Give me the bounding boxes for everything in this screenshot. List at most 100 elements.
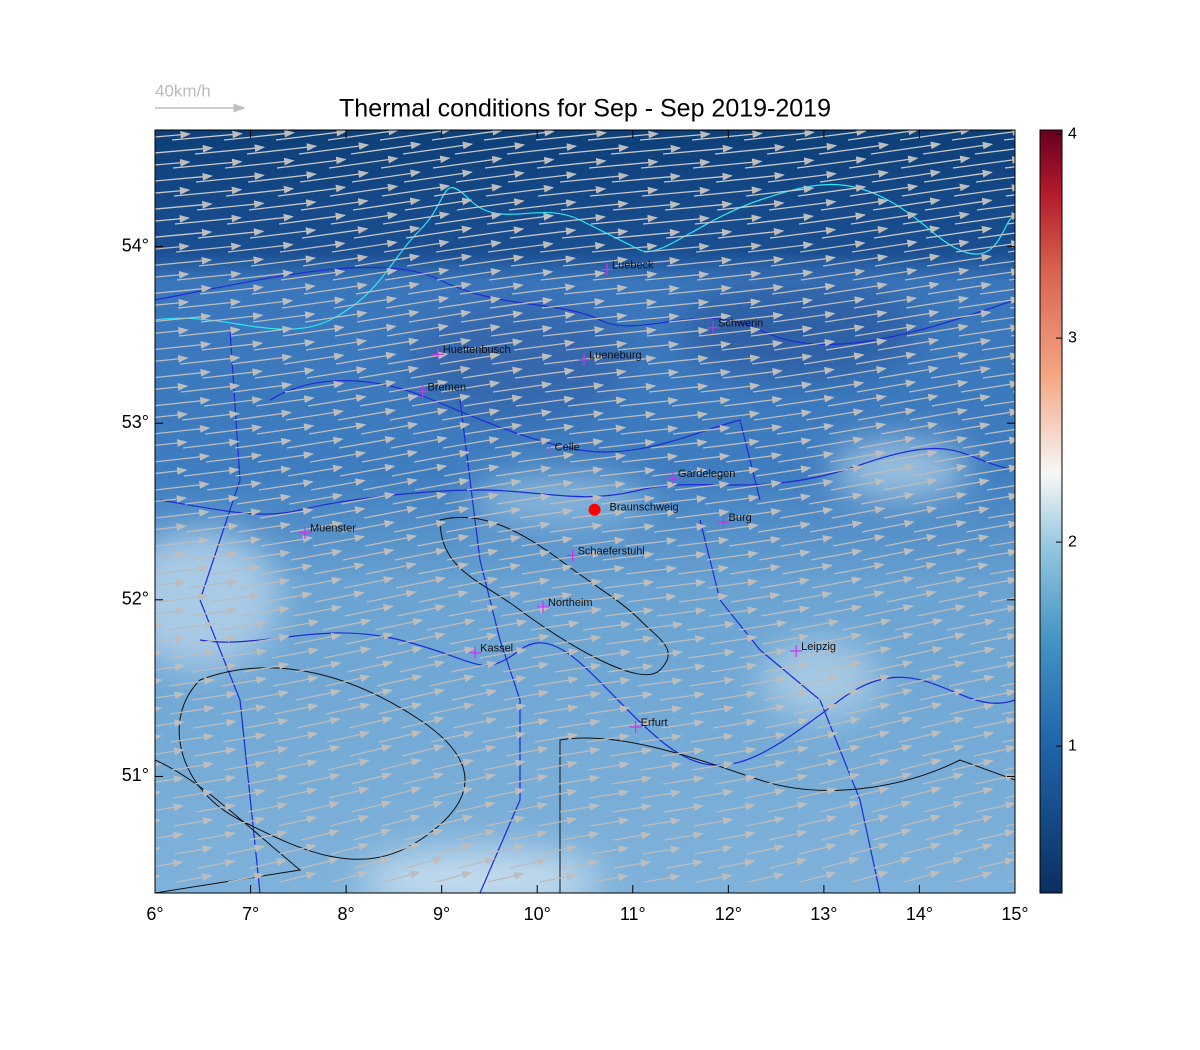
city: Kassel bbox=[469, 643, 513, 659]
wind-arrow bbox=[626, 593, 677, 603]
wind-arrow bbox=[167, 649, 216, 659]
wind-arrow bbox=[194, 144, 266, 155]
wind-arrow bbox=[872, 197, 941, 211]
wind-arrow bbox=[663, 803, 704, 813]
wind-arrow bbox=[464, 422, 523, 435]
wind-arrow bbox=[883, 505, 938, 519]
wind-arrow bbox=[599, 467, 656, 477]
wind-arrow bbox=[175, 242, 242, 253]
wind-arrow bbox=[671, 396, 731, 407]
wind-arrow bbox=[654, 551, 707, 561]
wind-arrow bbox=[744, 157, 815, 169]
wind-arrow bbox=[544, 382, 605, 393]
wind-arrow bbox=[484, 787, 526, 799]
wind-arrow bbox=[798, 843, 838, 855]
wind-arrow bbox=[155, 270, 190, 279]
wind-arrow bbox=[706, 550, 759, 561]
wind-arrow bbox=[542, 326, 605, 337]
wind-arrow bbox=[453, 745, 497, 757]
wind-arrow bbox=[376, 674, 423, 687]
wind-arrow bbox=[381, 814, 422, 827]
wind-arrow bbox=[560, 200, 629, 211]
wind-arrow bbox=[819, 169, 889, 183]
wind-arrow bbox=[648, 383, 709, 393]
wind-arrow bbox=[774, 366, 835, 379]
wind-arrow bbox=[187, 578, 239, 589]
wind-arrow bbox=[652, 495, 708, 505]
wind-arrow bbox=[249, 227, 317, 239]
wind-arrow bbox=[591, 242, 658, 253]
wind-arrow bbox=[844, 674, 891, 687]
wind-arrow bbox=[514, 367, 575, 379]
wind-arrow bbox=[826, 366, 887, 379]
wind-arrow bbox=[1003, 767, 1015, 771]
wind-arrow bbox=[486, 212, 554, 225]
wind-arrow bbox=[437, 296, 502, 309]
wind-arrow bbox=[950, 730, 995, 743]
wind-arrow bbox=[330, 842, 370, 855]
wind-arrow bbox=[245, 746, 289, 757]
wind-arrow bbox=[390, 435, 448, 449]
wind-arrow bbox=[638, 733, 683, 743]
wind-arrow bbox=[323, 646, 372, 659]
wind-arrow bbox=[616, 312, 680, 323]
wind-arrow bbox=[816, 716, 861, 729]
wind-arrow bbox=[966, 548, 1015, 561]
wind-arrow bbox=[155, 775, 185, 784]
wind-arrow bbox=[902, 842, 942, 855]
wind-arrow bbox=[186, 550, 239, 561]
wind-arrow bbox=[588, 789, 630, 799]
wind-arrow bbox=[517, 451, 575, 463]
x-tick-label: 9° bbox=[433, 904, 450, 924]
wind-arrow bbox=[388, 379, 449, 393]
wind-arrow bbox=[702, 438, 760, 449]
wind-arrow bbox=[279, 871, 317, 883]
wind-arrow bbox=[536, 788, 578, 799]
wind-arrow bbox=[821, 857, 860, 869]
wind-arrow bbox=[984, 428, 1015, 435]
y-tick-label: 52° bbox=[122, 589, 149, 609]
wind-arrow bbox=[909, 407, 968, 421]
wind-arrow bbox=[252, 311, 316, 323]
wind-arrow bbox=[328, 786, 370, 799]
wind-arrow bbox=[831, 506, 886, 519]
wind-arrow bbox=[302, 254, 369, 267]
wind-arrow bbox=[155, 607, 186, 615]
wind-arrow bbox=[764, 717, 809, 729]
wind-arrow bbox=[870, 141, 942, 155]
wind-arrow bbox=[407, 281, 472, 295]
wind-arrow bbox=[357, 337, 420, 351]
wind-arrow bbox=[155, 481, 210, 491]
colorbar bbox=[1039, 129, 1063, 894]
wind-arrow bbox=[709, 634, 758, 645]
wind-arrow bbox=[329, 183, 399, 197]
wind-arrow bbox=[346, 660, 394, 673]
wind-arrow bbox=[765, 745, 809, 757]
wind-arrow bbox=[675, 508, 730, 519]
wind-arrow bbox=[720, 311, 784, 323]
wind-arrow bbox=[155, 242, 190, 251]
wind-arrow bbox=[204, 424, 263, 435]
wind-arrow bbox=[791, 646, 840, 659]
wind-arrow bbox=[289, 520, 343, 533]
wind-arrow bbox=[927, 281, 992, 295]
wind-arrow bbox=[295, 688, 342, 701]
wind-arrow bbox=[779, 506, 834, 519]
wind-arrow bbox=[179, 354, 241, 365]
city: Burg bbox=[717, 512, 752, 529]
wind-arrow bbox=[296, 717, 341, 729]
wind-arrow bbox=[192, 718, 237, 729]
wind-arrow bbox=[953, 815, 994, 827]
colorbar-tick-label: 3 bbox=[1068, 329, 1077, 346]
x-tick-label: 10° bbox=[524, 904, 551, 924]
wind-arrow bbox=[718, 255, 785, 267]
wind-arrow bbox=[169, 705, 215, 715]
city: Schaeferstuhl bbox=[566, 546, 645, 562]
wind-arrow bbox=[339, 463, 396, 477]
wind-arrow bbox=[703, 466, 760, 477]
wind-arrow bbox=[904, 267, 970, 281]
wind-arrow bbox=[977, 232, 1015, 239]
city-marker bbox=[666, 471, 679, 484]
wind-arrow bbox=[447, 576, 499, 589]
city-marker bbox=[578, 353, 591, 366]
